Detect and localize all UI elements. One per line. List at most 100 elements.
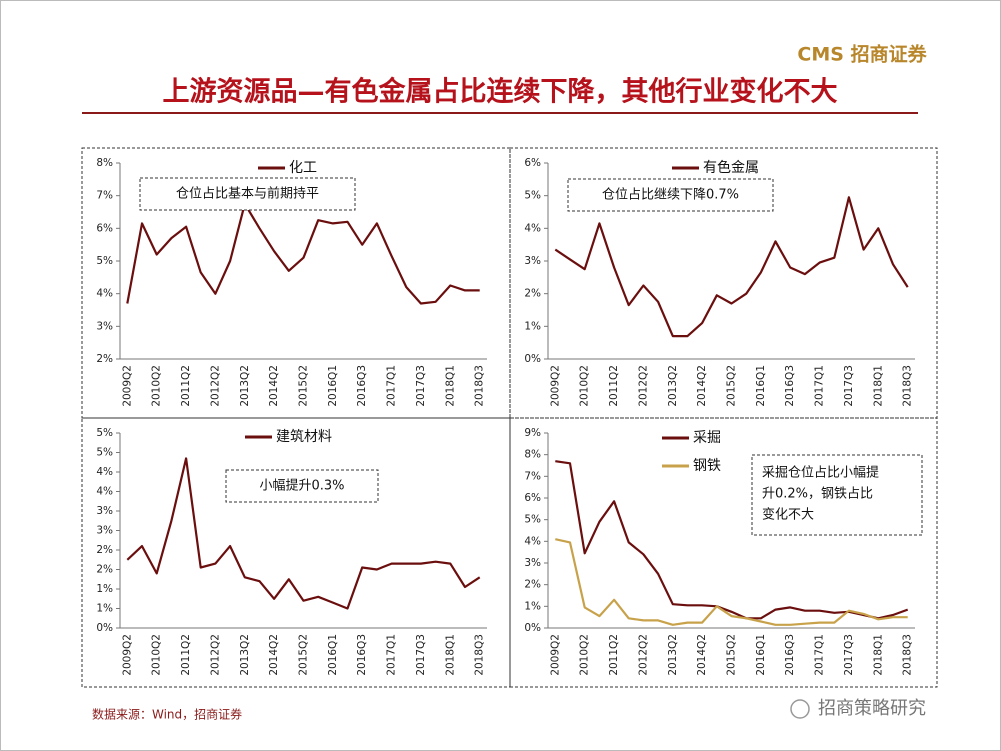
x-tick-label: 2017Q3 — [415, 634, 427, 676]
x-tick-label: 2018Q1 — [872, 634, 884, 676]
x-tick-label: 2016Q3 — [784, 634, 796, 676]
y-tick-label: 5% — [96, 447, 113, 459]
x-tick-label: 2014Q2 — [268, 365, 280, 407]
y-tick-label: 4% — [524, 535, 541, 547]
x-tick-label: 2018Q3 — [902, 634, 914, 676]
panel-border — [509, 147, 938, 419]
x-tick-label: 2012Q2 — [637, 365, 649, 407]
y-tick-label: 7% — [96, 190, 113, 202]
x-tick-label: 2017Q3 — [843, 365, 855, 407]
y-tick-label: 4% — [96, 288, 113, 300]
x-tick-label: 2009Q2 — [121, 365, 133, 407]
x-tick-label: 2017Q1 — [386, 365, 398, 407]
x-tick-label: 2016Q1 — [327, 634, 339, 676]
x-tick-label: 2012Q2 — [209, 634, 221, 676]
annotation-box — [567, 178, 774, 212]
x-tick-label: 2016Q3 — [356, 634, 368, 676]
x-tick-label: 2010Q2 — [579, 365, 591, 407]
legend-label: 有色金属 — [703, 159, 759, 176]
x-tick-label: 2015Q2 — [298, 365, 310, 407]
y-tick-label: 2% — [524, 288, 541, 300]
y-tick-label: 4% — [96, 486, 113, 498]
x-tick-label: 2013Q2 — [667, 634, 679, 676]
y-tick-label: 6% — [524, 157, 541, 169]
series-line — [126, 457, 481, 610]
x-tick-label: 2016Q3 — [784, 365, 796, 407]
y-tick-label: 0% — [524, 353, 541, 365]
x-tick-label: 2017Q1 — [814, 634, 826, 676]
x-tick-label: 2016Q1 — [755, 634, 767, 676]
y-tick-label: 9% — [524, 427, 541, 439]
x-tick-label: 2012Q2 — [209, 365, 221, 407]
legend-label: 钢铁 — [693, 458, 721, 474]
x-tick-label: 2014Q2 — [696, 634, 708, 676]
annotation-box — [751, 454, 923, 536]
x-tick-label: 2018Q1 — [872, 365, 884, 407]
x-tick-label: 2010Q2 — [579, 634, 591, 676]
x-tick-label: 2018Q3 — [474, 634, 486, 676]
y-tick-label: 1% — [524, 600, 541, 612]
x-tick-label: 2013Q2 — [239, 634, 251, 676]
series-line — [554, 196, 909, 338]
x-tick-label: 2013Q2 — [239, 365, 251, 407]
y-tick-label: 8% — [96, 157, 113, 169]
annotation: 升0.2%，钢铁占比 — [762, 487, 873, 502]
x-tick-label: 2011Q2 — [608, 634, 620, 676]
series-line — [126, 202, 480, 305]
x-tick-label: 2011Q2 — [180, 634, 192, 676]
x-tick-label: 2014Q2 — [696, 365, 708, 407]
x-tick-label: 2017Q1 — [386, 634, 398, 676]
y-tick-label: 3% — [96, 320, 113, 332]
annotation: 变化不大 — [762, 507, 814, 523]
legend-label: 建筑材料 — [276, 429, 332, 445]
y-tick-label: 5% — [96, 427, 113, 439]
x-tick-label: 2011Q2 — [608, 365, 620, 407]
x-tick-label: 2013Q2 — [667, 365, 679, 407]
y-tick-label: 2% — [96, 544, 113, 556]
y-tick-label: 2% — [96, 353, 113, 365]
x-tick-label: 2018Q1 — [444, 634, 456, 676]
x-tick-label: 2009Q2 — [549, 365, 561, 407]
x-tick-label: 2016Q1 — [327, 365, 339, 407]
x-tick-label: 2018Q1 — [444, 365, 456, 407]
y-tick-label: 3% — [96, 505, 113, 517]
y-tick-label: 0% — [96, 622, 113, 634]
y-tick-label: 5% — [524, 514, 541, 526]
x-tick-label: 2014Q2 — [268, 634, 280, 676]
y-tick-label: 3% — [96, 525, 113, 537]
y-tick-label: 4% — [524, 222, 541, 234]
annotation: 采掘仓位占比小幅提 — [762, 465, 879, 481]
panel-border — [81, 147, 511, 419]
y-tick-label: 1% — [524, 320, 541, 332]
x-tick-label: 2011Q2 — [180, 365, 192, 407]
slide-title: 上游资源品—有色金属占比连续下降，其他行业变化不大 — [163, 76, 838, 108]
x-tick-label: 2018Q3 — [902, 365, 914, 407]
x-tick-label: 2012Q2 — [637, 634, 649, 676]
x-tick-label: 2015Q2 — [726, 634, 738, 676]
y-tick-label: 1% — [96, 603, 113, 615]
y-tick-label: 5% — [524, 190, 541, 202]
y-tick-label: 4% — [96, 466, 113, 478]
legend-label: 采掘 — [693, 430, 721, 446]
y-tick-label: 3% — [524, 557, 541, 569]
logo: CMS 招商证券 — [797, 43, 927, 66]
x-tick-label: 2017Q3 — [415, 365, 427, 407]
x-tick-label: 2010Q2 — [151, 365, 163, 407]
x-tick-label: 2017Q3 — [843, 634, 855, 676]
y-tick-label: 6% — [96, 222, 113, 234]
annotation: 仓位占比基本与前期持平 — [176, 186, 319, 202]
y-tick-label: 8% — [524, 449, 541, 461]
annotation: 小幅提升0.3% — [259, 478, 344, 494]
x-tick-label: 2015Q2 — [726, 365, 738, 407]
x-tick-label: 2017Q1 — [814, 365, 826, 407]
legend-label: 化工 — [289, 160, 317, 176]
y-tick-label: 6% — [524, 492, 541, 504]
series-line — [555, 538, 908, 626]
x-tick-label: 2009Q2 — [121, 634, 133, 676]
annotation-box — [225, 469, 379, 503]
x-tick-label: 2016Q1 — [755, 365, 767, 407]
y-tick-label: 1% — [96, 583, 113, 595]
x-tick-label: 2009Q2 — [549, 634, 561, 676]
